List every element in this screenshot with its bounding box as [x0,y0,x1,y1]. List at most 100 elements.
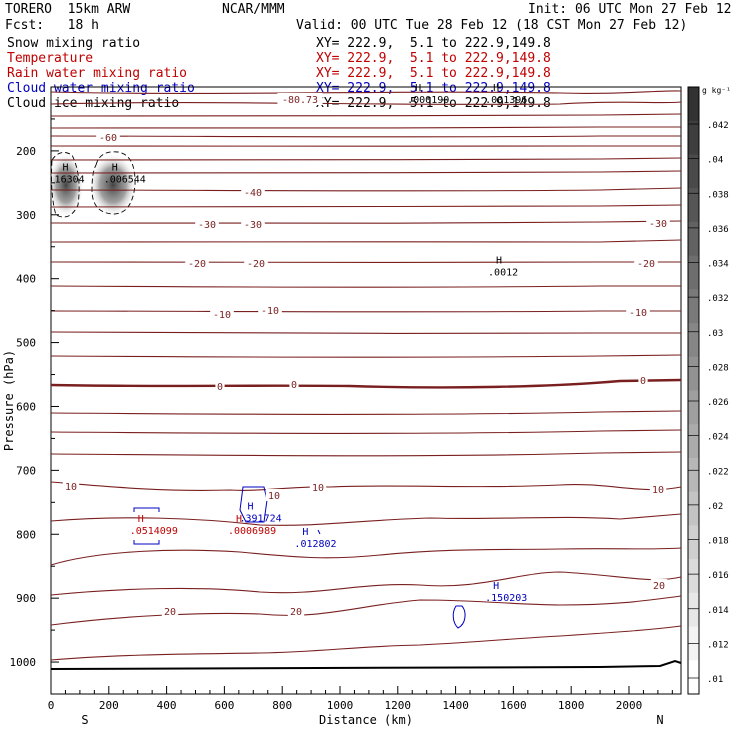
north-label: N [656,713,663,727]
temp-label-bg [161,605,179,617]
colorbar-tick-label: .04 [707,156,723,166]
max-value-label: .0006989 [228,526,276,537]
colorbar-band [688,424,699,459]
x-tick-label: 600 [214,699,234,712]
temp-label: 20 [290,607,302,618]
isotherm-line [50,429,682,434]
y-tick-label: 400 [16,273,36,286]
colorbar-units: g kg⁻¹ [702,86,731,95]
temp-label-bg [287,605,305,617]
isotherm-line [50,410,682,415]
x-tick-label: 2000 [616,699,643,712]
cloudwater-contour [452,605,466,629]
temp-label-bg [634,257,658,269]
colorbar-tick-label: .036 [707,225,729,235]
temp-label-bg [289,378,299,390]
legend-label-rain: Rain water mixing ratio [7,66,188,81]
max-marker: H [138,514,144,525]
temp-label-bg [265,489,283,501]
isotherm-line [50,571,682,596]
colorbar-frame [687,86,700,695]
x-tick-label: 1600 [500,699,527,712]
temp-label: 0 [291,380,297,391]
cloudwater-contour [317,529,321,535]
isotherm-line [50,113,682,117]
temp-label: 0 [640,376,646,387]
colorbar-band [688,188,699,223]
isotherm-line [50,101,682,105]
cloudwater-contour [133,507,160,545]
temp-label-bg [309,481,327,493]
temperature-labels: -80.73 -60 -40 -30 -30 -30 -20 -20 -20 -10 -10 -10 0… [62,93,670,618]
snow-blob-1 [48,153,84,217]
temp-label: -10 [629,308,647,319]
isotherm-line [50,285,681,288]
colorbar-tick-label: .01 [707,675,723,685]
isotherm-line [50,354,682,358]
snow-shading [48,151,137,218]
max-value-label: 16304 [55,175,85,186]
colorbar-tick-label: .02 [707,502,723,512]
legend-xy-ice: XY= 222.9, 5.1 to 222.9,149.8 [316,96,551,111]
temp-label: -20 [247,259,265,270]
isotherm-line [50,220,682,224]
temp-label: -40 [244,188,262,199]
temp-label: -30 [244,220,262,231]
colorbar-band [688,457,699,493]
max-marker: H [493,581,499,592]
temp-label: 20 [653,581,665,592]
temp-label: 10 [312,483,324,494]
isotherm-line [50,126,681,129]
temp-label-bg [650,579,668,591]
colorbar-band [688,120,699,155]
colorbar-band [688,525,699,560]
org-label: NCAR/MMM [222,2,285,17]
temp-label-bg [96,131,120,143]
colorbar-tick-label: .026 [707,398,729,408]
y-tick-label: 900 [16,592,36,605]
temp-label-bg [244,257,268,269]
legend-xy-rain: XY= 222.9, 5.1 to 222.9,149.8 [316,66,551,81]
y-tick-label: 300 [16,209,36,222]
x-axis-title: Distance (km) [319,713,413,727]
temp-label: 10 [268,491,280,502]
isotherm-line [50,331,681,334]
plot-area [50,86,682,695]
colorbar-band [688,221,699,257]
isotherm-line [50,135,681,138]
isotherm-line [50,513,682,526]
colorbar-tick-label: .042 [707,121,729,131]
max-annotations: H16304H.006544H.000190H.001396H.0012H.05… [55,83,528,604]
isotherm-line [50,310,681,313]
isotherm-line [50,90,682,95]
colorbar-band [688,255,699,290]
colorbar-band [688,390,699,425]
isotherm-line [50,595,682,626]
max-value-label: .001396 [485,95,527,106]
max-marker: H [415,83,421,94]
temp-label: 0 [217,382,223,393]
y-tick-label: 800 [16,528,36,541]
temp-label: -20 [637,259,655,270]
x-tick-label: 1800 [558,699,585,712]
snow-contour-1 [51,151,80,218]
colorbar-tick-label: .014 [707,606,729,616]
temp-label-bg [185,257,209,269]
temp-label-bg [638,374,648,386]
isotherm-line [50,145,681,147]
colorbar: g kg⁻¹ .042 .04 .038 .036 .034 .032 .03 .028 .026… [687,86,731,695]
temp-label: 10 [65,482,77,493]
forecast-hour: Fcst: 18 h [5,18,99,33]
max-marker: H [493,83,499,94]
x-tick-label: 400 [157,699,177,712]
colorbar-tick-label: .016 [707,571,729,581]
temp-label-bg [646,217,670,229]
y-tick-label: 1000 [10,656,37,669]
colorbar-band [688,660,699,695]
temp-label-bg [277,93,323,105]
legend-xy-snow: XY= 222.9, 5.1 to 222.9,149.8 [316,36,551,51]
colorbar-tick-label: .022 [707,467,729,477]
temp-label: 20 [164,607,176,618]
colorbar-tick-label: .024 [707,433,729,443]
